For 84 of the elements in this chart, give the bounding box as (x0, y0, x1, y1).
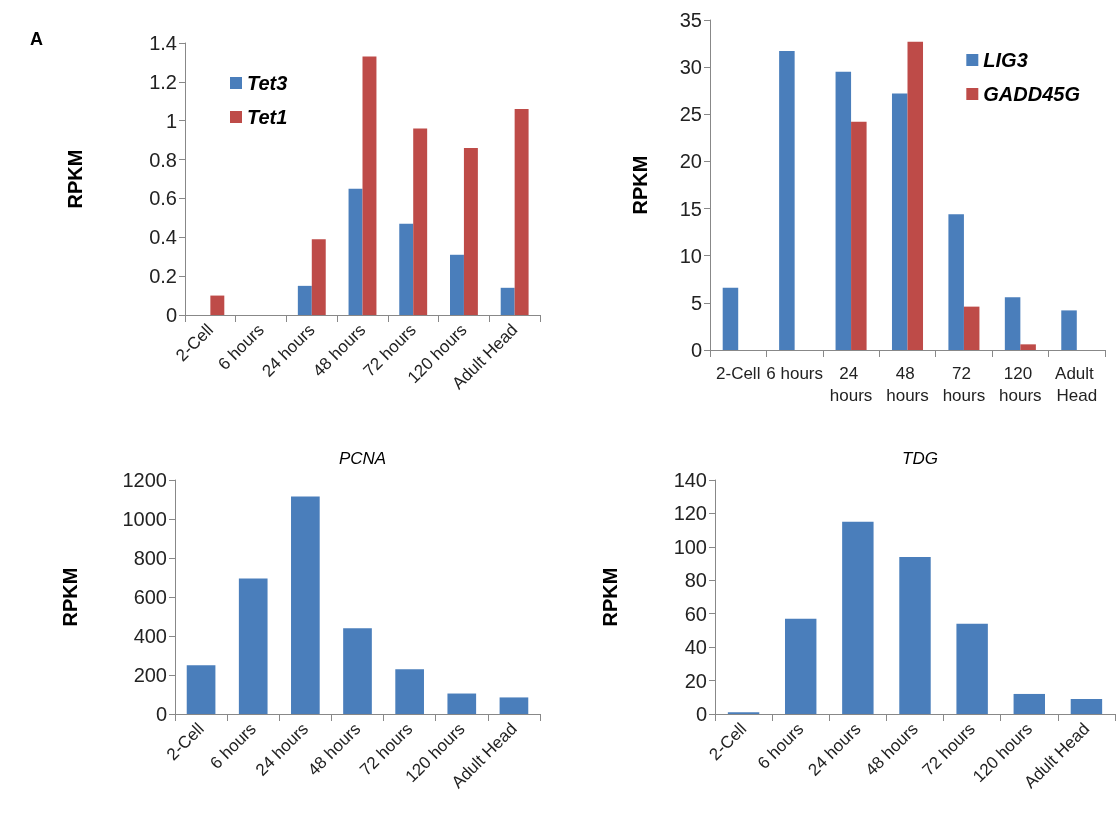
x-tick-label: 6 hours (766, 363, 823, 383)
y-tick-label: 0 (155, 703, 167, 725)
y-tick-label: 1 (165, 109, 177, 132)
bar (463, 147, 478, 315)
text: A (30, 29, 43, 49)
y-axis-title: RPKM (59, 567, 81, 627)
bar (956, 623, 988, 714)
bar (413, 128, 428, 315)
bar (297, 285, 312, 315)
y-tick-label: 25 (679, 103, 702, 126)
bar (514, 109, 529, 315)
x-tick-label: 120 hours (999, 363, 1042, 405)
bar (449, 254, 464, 315)
bar (891, 93, 908, 350)
y-tick-label: 30 (679, 56, 702, 79)
bar (835, 71, 852, 350)
y-tick-label: 200 (133, 664, 167, 686)
bar (210, 295, 225, 315)
bar (1061, 310, 1077, 350)
y-axis-title: RPKM (64, 149, 86, 209)
bar (842, 521, 874, 714)
bar (311, 239, 326, 315)
y-tick-label: 0.4 (149, 226, 177, 249)
bar (948, 214, 964, 350)
x-tick-label: 48 hours (886, 363, 929, 405)
legend-label: LIG3 (983, 49, 1028, 71)
y-tick-label: 35 (679, 9, 702, 31)
y-tick-label: 40 (684, 636, 707, 659)
y-tick-label: 1000 (122, 508, 167, 530)
x-tick-label: 72 hours (942, 363, 986, 405)
bar (186, 665, 216, 714)
y-tick-label: 0 (690, 339, 702, 361)
x-tick-label: 2-Cell (716, 363, 761, 383)
bar (395, 669, 424, 714)
legend-label: Tet3 (247, 72, 288, 94)
y-tick-label: 0.6 (149, 187, 177, 210)
y-tick-label: 800 (133, 547, 167, 569)
chart-title: TDG (902, 449, 938, 468)
bar (238, 578, 268, 714)
bar (722, 287, 739, 350)
y-tick-label: 0.2 (149, 265, 177, 288)
bar (399, 223, 414, 315)
chart-title: PCNA (338, 449, 387, 468)
legend-label: Tet1 (247, 106, 288, 128)
bar (1070, 698, 1103, 714)
bar (499, 697, 529, 714)
bar (291, 496, 320, 714)
y-tick-label: 60 (684, 602, 707, 625)
bar (851, 121, 867, 350)
bar (1004, 297, 1021, 350)
legend-label: GADD45G (983, 83, 1081, 105)
bar (785, 618, 817, 714)
y-tick-label: 20 (679, 150, 702, 173)
bar (1013, 693, 1045, 714)
bar (447, 693, 477, 714)
bar (348, 188, 363, 315)
y-tick-label: 120 (673, 502, 707, 525)
y-axis-title: RPKM (629, 155, 651, 215)
bar (963, 306, 980, 350)
y-tick-label: 100 (673, 535, 707, 558)
y-tick-label: 1.2 (149, 70, 177, 93)
y-tick-label: 1.4 (149, 32, 177, 54)
y-tick-label: 140 (673, 469, 707, 491)
y-tick-label: 600 (133, 586, 167, 608)
y-tick-label: 0.8 (149, 148, 177, 171)
y-tick-label: 5 (690, 291, 702, 314)
bar (779, 51, 795, 350)
y-tick-label: 400 (133, 625, 167, 647)
y-tick-label: 1200 (122, 469, 167, 491)
y-tick-label: 20 (684, 669, 707, 692)
y-tick-label: 0 (165, 304, 177, 326)
bar (899, 556, 931, 714)
y-tick-label: 10 (679, 244, 702, 267)
y-axis-title: RPKM (599, 567, 621, 627)
x-tick-label: 24 hours (829, 363, 873, 405)
bar (907, 41, 924, 350)
bar (500, 287, 515, 315)
y-tick-label: 80 (684, 569, 707, 592)
y-tick-label: 0 (695, 703, 707, 725)
bar (362, 56, 377, 315)
bar (1020, 344, 1036, 350)
y-tick-label: 15 (679, 197, 702, 220)
x-tick-label: Adult Head (1055, 363, 1099, 405)
bar (343, 628, 372, 714)
